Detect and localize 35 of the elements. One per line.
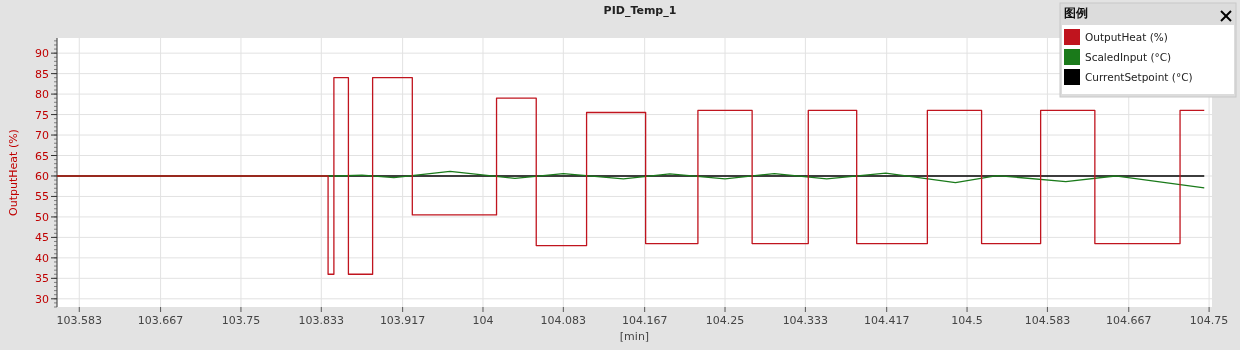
y-tick-label: 65 [35,149,49,163]
legend-title: 图例 [1064,6,1088,20]
legend-label: ScaledInput (°C) [1085,51,1172,63]
x-tick-label: 104.333 [782,314,829,327]
x-tick-label: 103.833 [298,314,345,327]
x-tick-label: 104.75 [1189,314,1229,327]
y-tick-label: 80 [35,88,49,102]
x-tick-label: 103.583 [56,314,103,327]
legend-label: CurrentSetpoint (°C) [1085,71,1193,83]
y-axis-title: OutputHeat (%) [7,129,20,216]
x-tick-label: 103.75 [221,314,261,327]
x-axis-title: [min] [619,330,650,343]
y-tick-label: 90 [35,47,49,61]
chart-title: PID_Temp_1 [603,4,677,17]
x-tick-label: 104.417 [863,314,910,327]
y-tick-label: 50 [35,210,49,224]
y-tick-label: 45 [35,231,49,245]
x-tick-label: 104.667 [1105,314,1152,327]
y-tick-label: 85 [35,67,49,81]
y-tick-label: 30 [35,292,49,306]
y-tick-label: 35 [35,272,49,286]
y-tick-label: 70 [35,129,49,143]
x-tick-label: 104.167 [621,314,668,327]
legend-label: OutputHeat (%) [1085,31,1168,43]
y-tick-label: 55 [35,190,49,204]
x-tick-label: 104.083 [540,314,587,327]
y-tick-label: 40 [35,251,49,265]
x-tick-label: 103.667 [137,314,184,327]
y-tick-label: 75 [35,108,49,122]
x-tick-label: 104 [472,314,494,327]
y-tick-label: 60 [35,169,49,183]
x-tick-label: 104.25 [705,314,745,327]
x-tick-label: 103.917 [379,314,426,327]
x-tick-label: 104.583 [1024,314,1071,327]
x-tick-label: 104.5 [951,314,983,327]
